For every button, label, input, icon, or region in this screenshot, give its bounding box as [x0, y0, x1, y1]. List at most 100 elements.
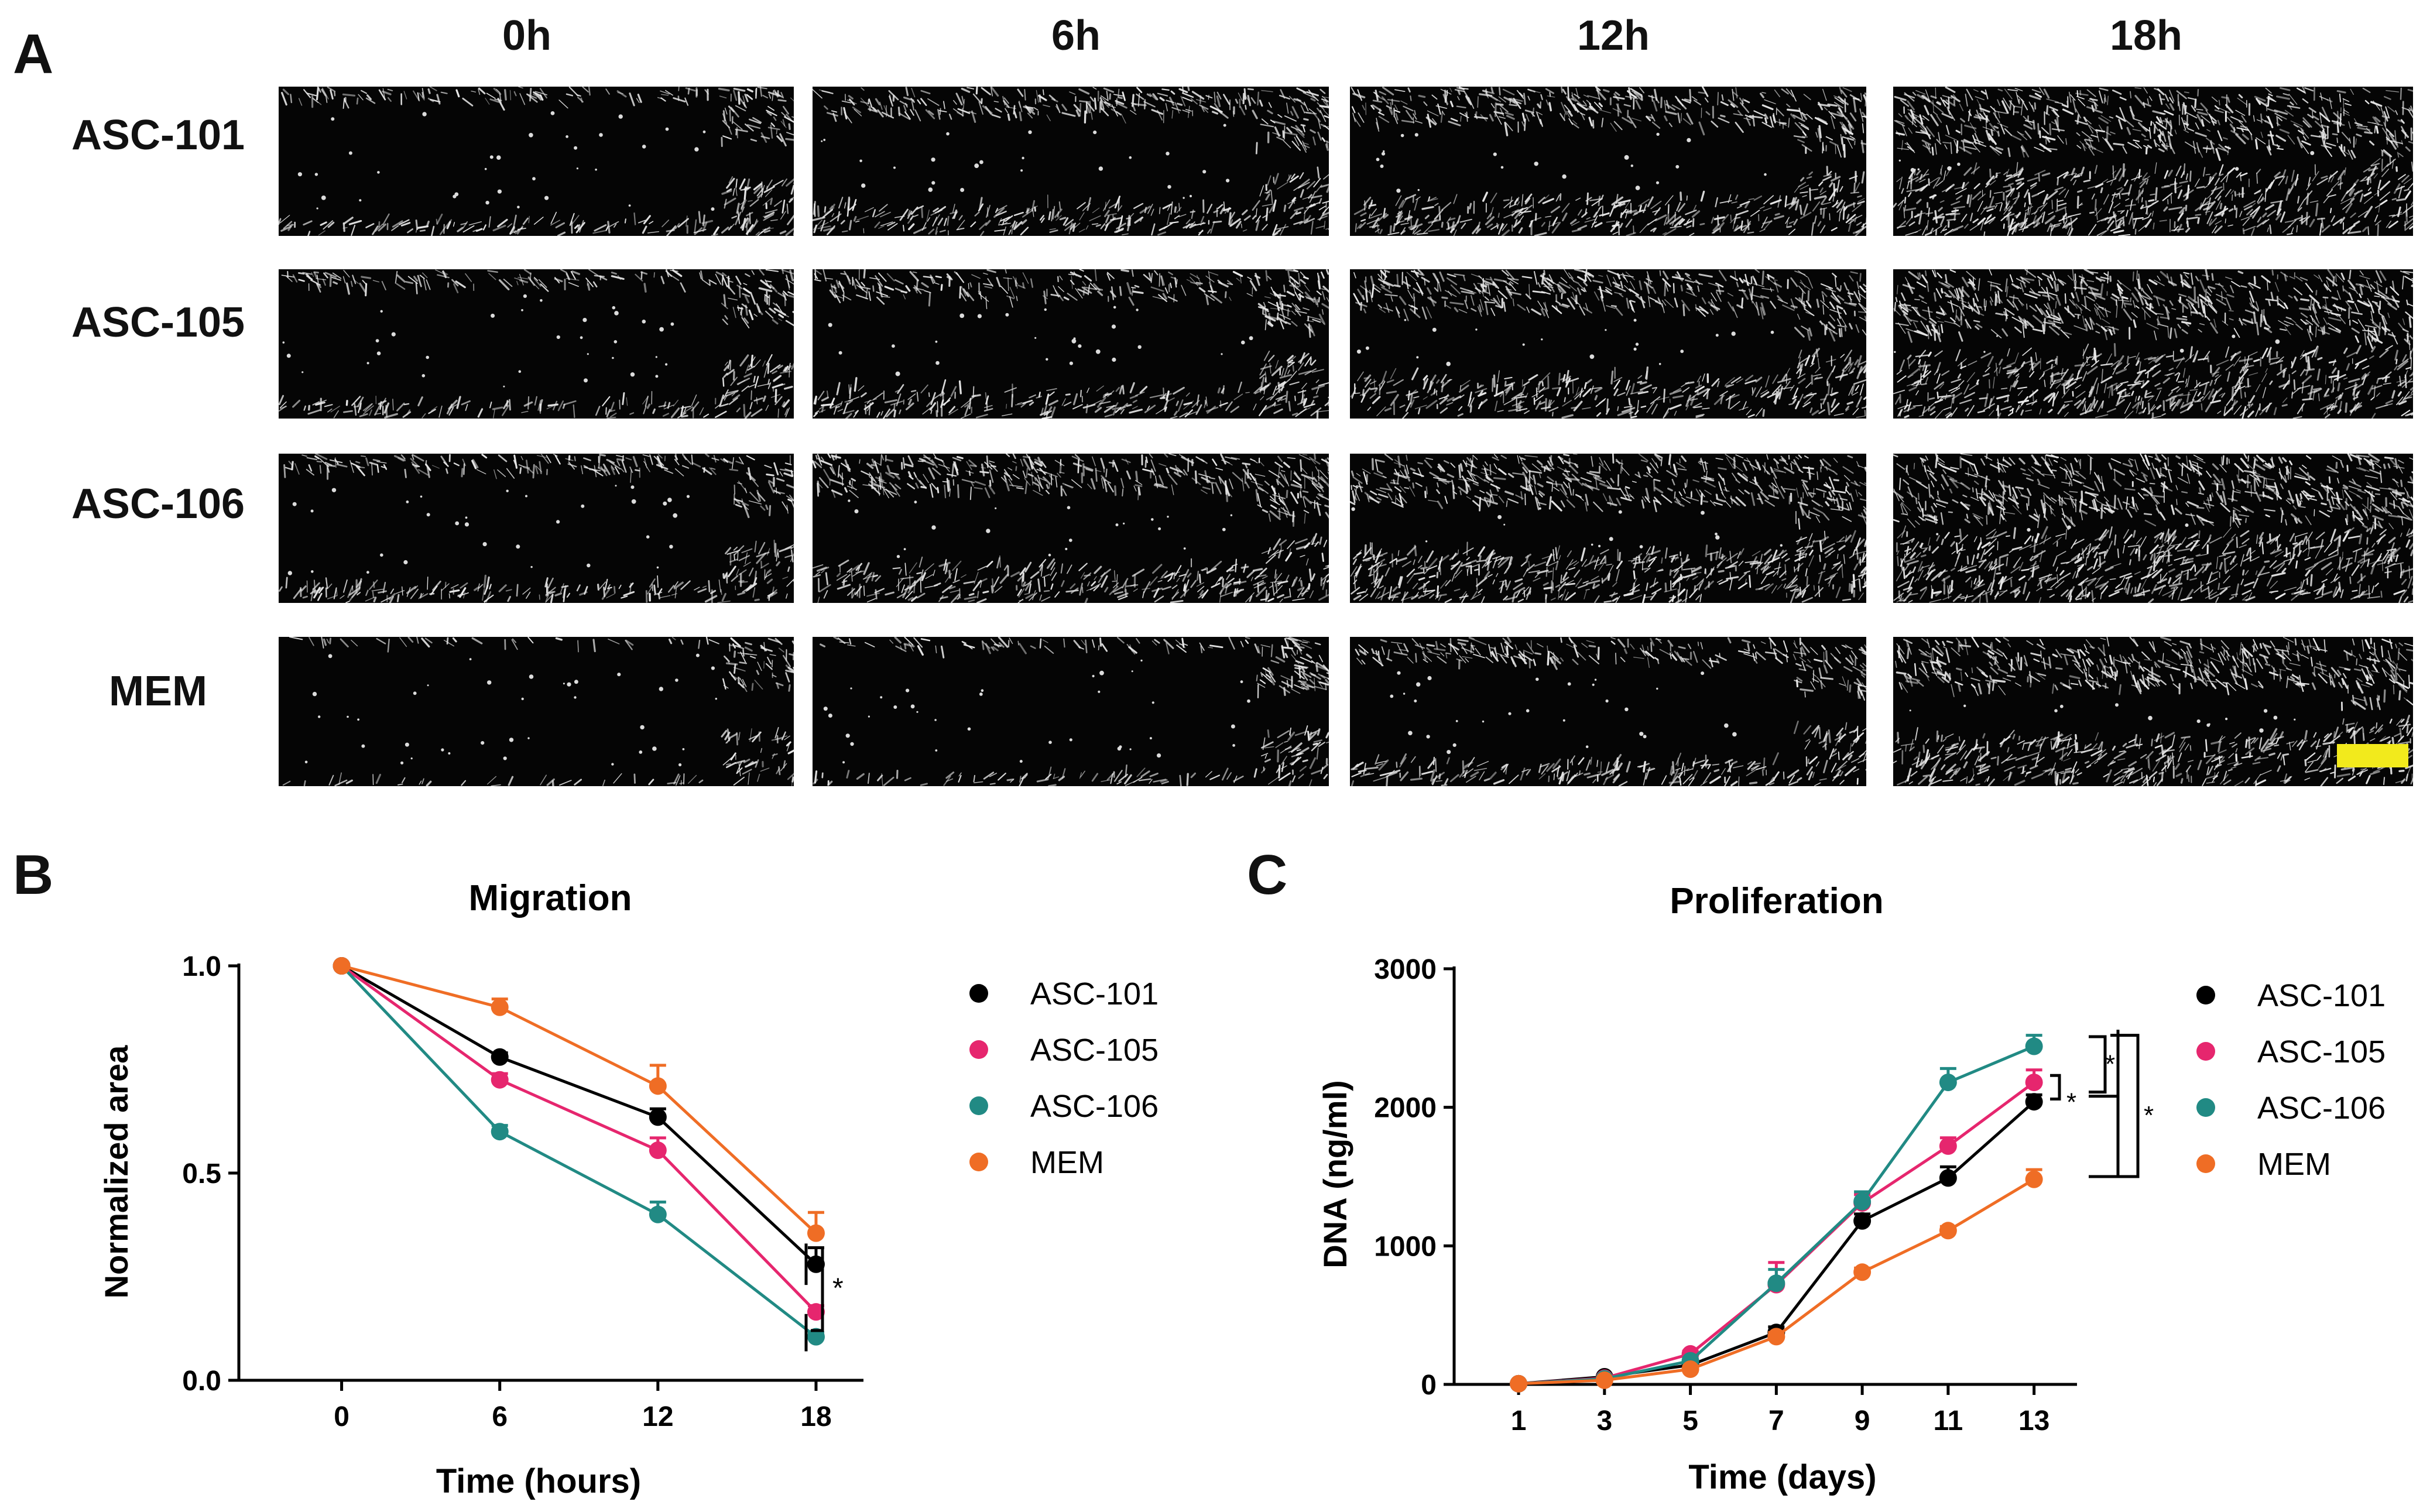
data-point-asc-101	[807, 1255, 825, 1273]
micrograph-mem-18h	[1893, 637, 2413, 786]
y-tick-label: 1.0	[182, 951, 221, 982]
sig-bracket-middle	[2089, 1035, 2107, 1094]
legend-marker-asc-101	[969, 984, 988, 1003]
panel-b-letter: B	[13, 844, 54, 906]
series-line-mem	[341, 964, 817, 1235]
x-tick-label: 18	[800, 1401, 831, 1432]
proliferation-xlabel: Time (days)	[1688, 1458, 1876, 1496]
legend-marker-asc-101	[2196, 986, 2215, 1004]
proliferation-ylabel: DNA (ng/ml)	[1317, 1080, 1353, 1268]
legend-marker-mem	[2196, 1154, 2215, 1173]
x-tick-label: 13	[2018, 1405, 2049, 1436]
x-tick-label: 7	[1768, 1405, 1784, 1436]
data-point-asc-106	[649, 1205, 667, 1223]
micrograph-mem-6h	[813, 637, 1329, 786]
legend-label-asc-101: ASC-101	[1030, 976, 1159, 1012]
legend-label-mem: MEM	[2257, 1147, 2331, 1182]
data-point-asc-101	[1939, 1169, 1957, 1187]
timepoint-label-6h: 6h	[1051, 12, 1101, 59]
data-point-mem	[491, 998, 509, 1016]
micrograph-asc-101-18h	[1893, 87, 2413, 236]
sig-bracket-inner	[2050, 1074, 2061, 1100]
micrograph-asc-101-12h	[1350, 87, 1866, 236]
proliferation-title: Proliferation	[1670, 881, 1883, 921]
x-tick-label: 5	[1682, 1405, 1698, 1436]
data-point-mem	[649, 1077, 667, 1095]
micrograph-asc-105-0h	[279, 269, 794, 419]
sig-asterisk: *	[832, 1273, 844, 1304]
data-point-asc-106	[807, 1328, 825, 1346]
data-point-asc-101	[491, 1048, 509, 1066]
series-line-asc-101	[341, 964, 817, 1266]
group-label-asc-106: ASC-106	[71, 481, 245, 527]
data-point-mem	[1681, 1360, 1699, 1378]
legend-label-asc-106: ASC-106	[1030, 1089, 1159, 1124]
data-point-asc-105	[649, 1141, 667, 1160]
data-point-mem	[1595, 1371, 1613, 1389]
data-point-asc-106	[2025, 1037, 2043, 1055]
y-tick-label: 0.0	[182, 1366, 221, 1397]
sig-asterisk-inner: *	[2066, 1088, 2076, 1116]
series-line-asc-106	[340, 965, 817, 1338]
x-tick-label: 11	[1933, 1405, 1963, 1436]
x-tick-label: 0	[334, 1401, 349, 1432]
timepoint-label-18h: 18h	[2109, 12, 2183, 59]
legend-label-asc-101: ASC-101	[2257, 978, 2386, 1013]
data-point-asc-101	[649, 1108, 667, 1126]
data-point-mem	[2025, 1170, 2043, 1188]
data-point-mem	[1939, 1222, 1957, 1240]
legend-marker-asc-106	[969, 1096, 988, 1115]
data-point-asc-101	[2025, 1093, 2043, 1111]
x-tick-label: 3	[1596, 1405, 1612, 1436]
micrograph-asc-105-6h	[813, 269, 1329, 419]
x-tick-label: 6	[492, 1401, 508, 1432]
y-tick-label: 2000	[1374, 1093, 1437, 1124]
micrograph-mem-12h	[1350, 637, 1866, 786]
sig-bracket	[811, 1246, 824, 1332]
legend-label-asc-106: ASC-106	[2257, 1091, 2386, 1126]
y-tick-label: 0	[1421, 1370, 1437, 1401]
micrograph-asc-105-18h	[1893, 269, 2413, 419]
micrograph-asc-106-6h	[813, 454, 1329, 603]
micrograph-asc-101-0h	[279, 87, 794, 236]
panel-a-letter: A	[13, 23, 54, 85]
legend-marker-asc-106	[2196, 1098, 2215, 1117]
micrograph-asc-105-12h	[1350, 269, 1866, 419]
data-point-asc-105	[807, 1303, 825, 1321]
data-point-asc-106	[491, 1123, 509, 1141]
data-point-asc-106	[1767, 1274, 1785, 1292]
timepoint-label-12h: 12h	[1576, 12, 1650, 59]
group-label-asc-105: ASC-105	[71, 299, 245, 346]
x-tick-label: 1	[1511, 1405, 1527, 1436]
timepoint-label-0h: 0h	[502, 12, 552, 59]
legend-marker-asc-105	[969, 1040, 988, 1059]
x-tick-label: 12	[642, 1401, 673, 1432]
legend-label-mem: MEM	[1030, 1145, 1104, 1180]
y-tick-label: 0.5	[182, 1158, 221, 1189]
legend-marker-mem	[969, 1153, 988, 1171]
sig-asterisk-outer: *	[2144, 1101, 2154, 1130]
migration-ylabel: Normalized area	[98, 1045, 135, 1298]
scale-bar	[2337, 744, 2408, 767]
micrograph-asc-106-0h	[279, 454, 794, 603]
series-line-asc-105	[341, 964, 817, 1313]
data-point-asc-101	[1853, 1212, 1872, 1230]
legend-marker-asc-105	[2196, 1042, 2215, 1061]
x-tick-label: 9	[1855, 1405, 1870, 1436]
data-point-mem	[333, 957, 351, 975]
micrograph-asc-106-12h	[1350, 454, 1866, 603]
legend-label-asc-105: ASC-105	[2257, 1034, 2386, 1069]
group-label-asc-101: ASC-101	[71, 112, 245, 159]
panel-c-letter: C	[1247, 844, 1288, 906]
micrograph-asc-101-6h	[813, 87, 1329, 236]
group-label-mem: MEM	[109, 668, 207, 715]
migration-xlabel: Time (hours)	[436, 1462, 641, 1500]
y-tick-label: 1000	[1374, 1231, 1437, 1262]
y-tick-label: 3000	[1374, 954, 1437, 985]
data-point-asc-105	[1939, 1137, 1957, 1155]
data-point-asc-105	[491, 1071, 509, 1089]
micrograph-mem-0h	[279, 637, 794, 786]
micrograph-asc-106-18h	[1893, 454, 2413, 603]
